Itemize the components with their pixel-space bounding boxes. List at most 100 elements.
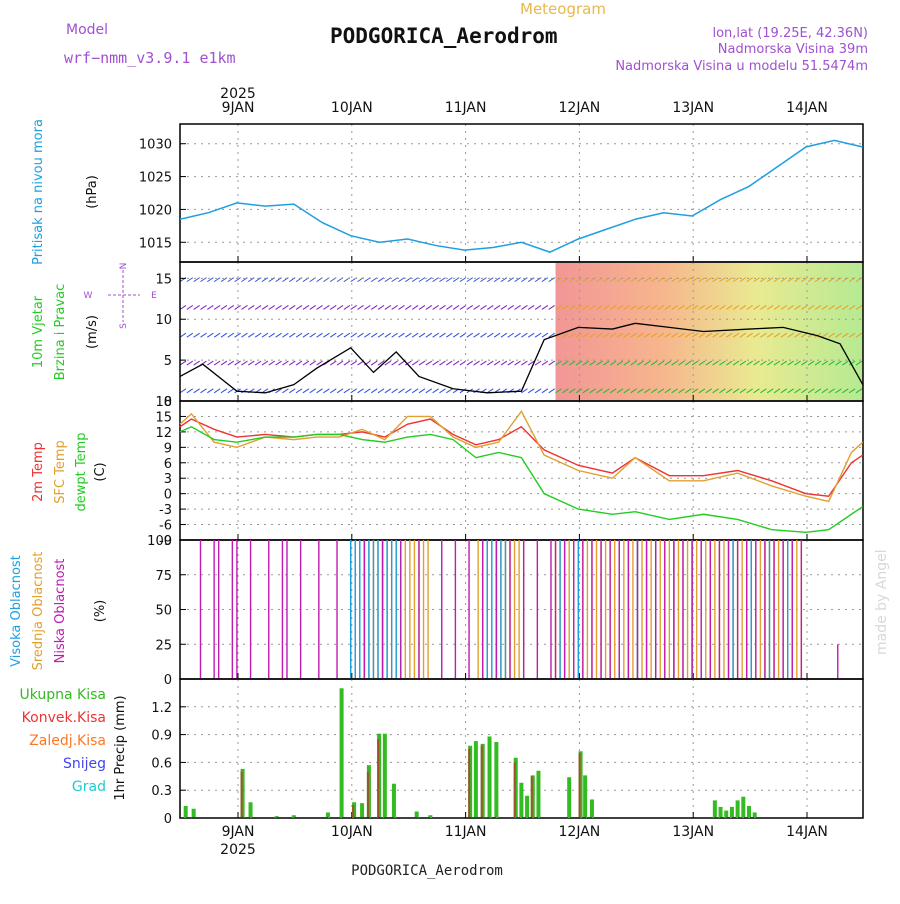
- wind-barb: [452, 305, 460, 310]
- wind-barb: [261, 305, 269, 310]
- wind-barb: [295, 388, 303, 394]
- precip-bar-total: [567, 777, 572, 818]
- wind-barb: [425, 305, 433, 310]
- wind-barb: [486, 360, 494, 366]
- wind-barb: [719, 332, 726, 338]
- wind-barb: [807, 277, 815, 283]
- wind-barb: [186, 360, 194, 366]
- wind-barb: [275, 277, 282, 283]
- wind-barb: [575, 277, 583, 283]
- wind-barb: [275, 360, 282, 366]
- wind-barb: [521, 332, 528, 338]
- wind-barb: [357, 360, 364, 366]
- wind-barb: [439, 305, 446, 310]
- wind-barb: [213, 332, 221, 338]
- wind-barb: [719, 388, 726, 394]
- wind-barb: [248, 360, 255, 366]
- wind-barb: [193, 305, 200, 310]
- wind-barb: [616, 332, 624, 338]
- wind-barb: [220, 388, 228, 394]
- precip-bar-total: [391, 783, 396, 818]
- wind-barb: [534, 332, 542, 338]
- cloud-panel: 0 25 50 75 100: [147, 534, 864, 688]
- wind-barb: [780, 332, 788, 338]
- wind-barb: [425, 360, 433, 366]
- wind-barb: [207, 388, 214, 394]
- wind-barb: [568, 388, 576, 394]
- precip-bar-total: [589, 799, 594, 818]
- wind-barb: [596, 305, 603, 310]
- precip-bar-total: [741, 796, 746, 818]
- wind-barb: [329, 360, 337, 366]
- wind-barb: [712, 388, 719, 394]
- wind-barb: [725, 277, 733, 283]
- wind-barb: [828, 305, 835, 310]
- day-label-bottom: 11JAN: [445, 824, 487, 840]
- wind-barb: [657, 360, 665, 366]
- precip-bar-total: [274, 816, 279, 818]
- wind-barb: [227, 305, 235, 310]
- wind-barb: [432, 388, 439, 394]
- wind-barb: [329, 388, 337, 394]
- wind-speed-line: [179, 322, 864, 394]
- compass-n: N: [119, 263, 129, 270]
- wind-barb: [596, 332, 603, 338]
- day-label-top: 13JAN: [672, 100, 714, 116]
- wind-barb: [616, 360, 624, 366]
- wind-barb: [780, 360, 788, 366]
- wind-barb: [323, 388, 330, 394]
- wind-barb: [835, 332, 842, 338]
- wind-barb: [248, 277, 255, 283]
- year-top: 2025: [220, 86, 256, 102]
- y-tick-label: 10: [155, 313, 172, 328]
- precip-bar-total: [191, 808, 196, 818]
- precip-legend-item: Ukupna Kisa: [19, 687, 106, 703]
- wind-barb: [507, 277, 515, 283]
- wind-barb: [548, 360, 555, 366]
- precip-bar-total: [519, 782, 524, 818]
- wind-barb: [753, 332, 760, 338]
- wind-barb: [213, 360, 221, 366]
- wind-barb: [200, 305, 207, 310]
- wind-barb: [459, 277, 467, 283]
- cloud-ylabel-low: Niska Oblacnost: [53, 559, 68, 664]
- wind-barb: [336, 388, 344, 394]
- precip-bar-total: [712, 800, 717, 818]
- wind-barb: [780, 305, 788, 310]
- precip-legend-item: Grad: [72, 779, 106, 795]
- wind-barb: [207, 277, 214, 283]
- day-label-bottom: 12JAN: [559, 824, 601, 840]
- wind-barb: [398, 360, 405, 366]
- wind-barb: [794, 360, 801, 366]
- wind-barb: [446, 360, 453, 366]
- wind-barb: [248, 332, 255, 338]
- wind-barb: [486, 332, 494, 338]
- precip-bar-total: [752, 812, 757, 818]
- wind-barb: [616, 305, 624, 310]
- wind-barb: [200, 388, 207, 394]
- wind-barb: [664, 332, 672, 338]
- wind-barb: [848, 360, 856, 366]
- wind-barb: [384, 360, 392, 366]
- precip-bar-total: [339, 688, 344, 818]
- wind-barb: [705, 360, 713, 366]
- wind-barb: [473, 388, 480, 394]
- y-tick-label: 6: [164, 457, 172, 472]
- precip-bar-total: [473, 741, 478, 818]
- wind-barb: [459, 388, 467, 394]
- wind-barb: [329, 305, 337, 310]
- wind-barb: [814, 360, 822, 366]
- wind-barb: [309, 305, 317, 310]
- wind-barb: [575, 332, 583, 338]
- wind-barb: [186, 332, 194, 338]
- wind-barb: [562, 305, 569, 310]
- day-label-top: 10JAN: [331, 100, 373, 116]
- wind-barb: [773, 332, 781, 338]
- wind-barb: [432, 332, 439, 338]
- wind-barb: [254, 332, 262, 338]
- y-tick-label: 9: [164, 441, 172, 456]
- wind-barb: [684, 305, 692, 310]
- wind-barb: [568, 332, 576, 338]
- wind-barb: [630, 305, 637, 310]
- wind-barb: [446, 332, 453, 338]
